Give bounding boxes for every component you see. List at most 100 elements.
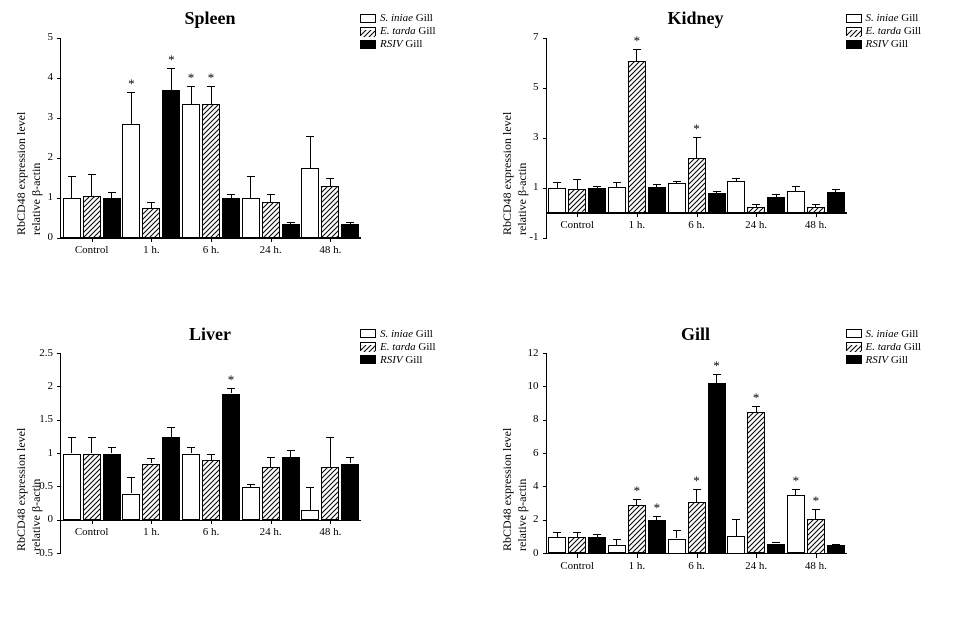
error-bar	[91, 437, 92, 454]
legend-item: E. tarda Gill	[360, 341, 436, 353]
y-tick	[543, 486, 547, 487]
chart-grid: SpleenS. iniae GillE. tarda GillRSIV Gil…	[0, 0, 971, 631]
error-bar	[71, 176, 72, 198]
x-tick-label: 6 h.	[688, 219, 705, 231]
x-tick-label: 24 h.	[745, 219, 767, 231]
significance-marker: *	[713, 358, 720, 374]
bar	[83, 196, 101, 238]
bar	[103, 454, 121, 521]
x-tick-label: 24 h.	[260, 244, 282, 256]
error-cap	[653, 516, 661, 517]
significance-marker: *	[634, 33, 641, 49]
bar	[262, 467, 280, 520]
significance-marker: *	[228, 372, 235, 388]
error-bar	[131, 92, 132, 124]
legend-item: S. iniae Gill	[846, 328, 922, 340]
y-tick	[543, 238, 547, 239]
error-bar	[270, 194, 271, 202]
error-cap	[593, 186, 601, 187]
legend-swatch	[846, 14, 862, 23]
bar	[142, 464, 160, 521]
legend-swatch	[846, 27, 862, 36]
panel-title: Kidney	[667, 8, 723, 29]
legend-label: S. iniae Gill	[380, 12, 433, 24]
panel-title: Gill	[681, 324, 710, 345]
error-bar	[696, 137, 697, 158]
y-tick-label: 1	[509, 181, 539, 193]
legend-item: S. iniae Gill	[360, 12, 436, 24]
error-bar	[91, 174, 92, 196]
panel-gill: GillS. iniae GillE. tarda GillRSIV GillR…	[486, 316, 971, 631]
bar	[222, 394, 240, 521]
legend-label: E. tarda Gill	[866, 25, 922, 37]
legend-label: RSIV Gill	[380, 354, 422, 366]
y-tick	[543, 386, 547, 387]
bar	[787, 495, 805, 553]
y-tick	[57, 353, 61, 354]
y-tick-label: -1	[509, 231, 539, 243]
error-cap	[147, 458, 155, 459]
bar	[142, 208, 160, 238]
x-tick-label: 24 h.	[260, 526, 282, 538]
bar	[182, 104, 200, 238]
y-tick-label: 8	[509, 413, 539, 425]
bar	[282, 224, 300, 238]
legend-item: S. iniae Gill	[846, 12, 922, 24]
error-cap	[167, 427, 175, 428]
y-tick	[57, 420, 61, 421]
error-cap	[227, 194, 235, 195]
legend-label: S. iniae Gill	[866, 328, 919, 340]
x-tick-label: 48 h.	[319, 244, 341, 256]
y-tick-label: 4	[509, 480, 539, 492]
error-cap	[573, 532, 581, 533]
error-cap	[772, 194, 780, 195]
error-cap	[267, 457, 275, 458]
x-tick-label: 1 h.	[143, 526, 160, 538]
error-cap	[812, 204, 820, 205]
error-cap	[108, 447, 116, 448]
bar	[222, 198, 240, 238]
bar	[162, 437, 180, 520]
x-tick-label: 24 h.	[745, 560, 767, 572]
error-bar	[676, 530, 677, 538]
bar	[708, 383, 726, 554]
bar	[301, 510, 319, 520]
significance-marker: *	[693, 473, 700, 489]
error-bar	[250, 176, 251, 198]
legend-swatch	[846, 355, 862, 364]
error-cap	[713, 191, 721, 192]
error-cap	[832, 544, 840, 545]
x-tick	[211, 238, 212, 242]
bar	[727, 181, 745, 214]
x-tick	[271, 238, 272, 242]
error-cap	[68, 437, 76, 438]
bar	[807, 519, 825, 554]
error-cap	[553, 532, 561, 533]
bar	[628, 505, 646, 553]
error-cap	[167, 68, 175, 69]
bar	[182, 454, 200, 521]
error-cap	[792, 489, 800, 490]
y-tick-label: 2.5	[23, 347, 53, 359]
plot-area: 024681012Control1 h.**6 h.**24 h.*48 h.*…	[546, 354, 847, 554]
legend-item: E. tarda Gill	[846, 25, 922, 37]
error-cap	[673, 181, 681, 182]
error-bar	[131, 477, 132, 494]
bar	[122, 494, 140, 521]
x-tick	[816, 554, 817, 558]
error-bar	[636, 49, 637, 60]
significance-marker: *	[634, 483, 641, 499]
legend-item: RSIV Gill	[846, 38, 922, 50]
error-cap	[247, 176, 255, 177]
error-cap	[187, 86, 195, 87]
x-tick	[330, 520, 331, 524]
x-tick	[637, 213, 638, 217]
legend-item: RSIV Gill	[360, 354, 436, 366]
y-tick-label: 10	[509, 380, 539, 392]
y-tick-label: 5	[509, 81, 539, 93]
y-tick-label: -0.5	[23, 547, 53, 559]
y-tick	[543, 138, 547, 139]
legend-label: E. tarda Gill	[380, 25, 436, 37]
bar	[301, 168, 319, 238]
y-tick-label: 12	[509, 347, 539, 359]
